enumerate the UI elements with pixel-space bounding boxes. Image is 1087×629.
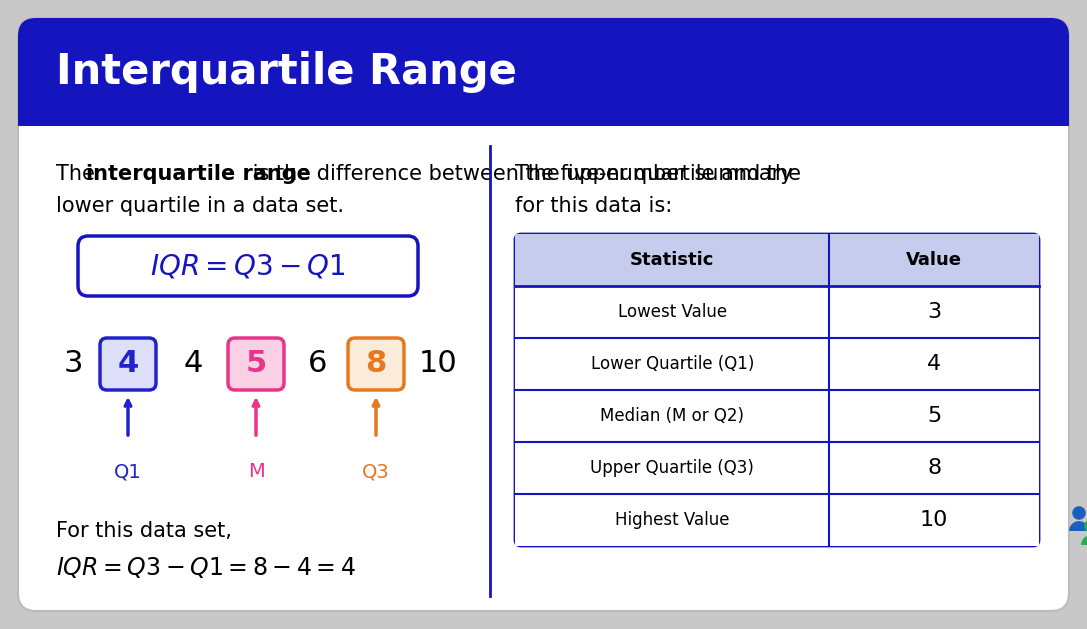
Bar <box>18 72 1069 126</box>
Text: lower quartile in a data set.: lower quartile in a data set. <box>57 196 343 216</box>
Text: for this data is:: for this data is: <box>515 196 672 216</box>
Bar <box>515 234 1039 286</box>
Text: interquartile range: interquartile range <box>86 164 311 184</box>
Text: Lower Quartile (Q1): Lower Quartile (Q1) <box>590 355 754 373</box>
Text: Lowest Value: Lowest Value <box>617 303 727 321</box>
Text: 5: 5 <box>927 406 941 426</box>
FancyBboxPatch shape <box>348 338 404 390</box>
Text: 10: 10 <box>920 510 948 530</box>
FancyBboxPatch shape <box>100 338 157 390</box>
Text: M: M <box>248 462 264 481</box>
Text: $\mathit{IQR} = \mathit{Q3} - \mathit{Q1}$: $\mathit{IQR} = \mathit{Q3} - \mathit{Q1… <box>150 252 346 280</box>
Text: Q3: Q3 <box>362 462 390 481</box>
Text: 10: 10 <box>418 350 458 379</box>
Bar <box>515 260 1039 286</box>
Text: 8: 8 <box>927 458 941 478</box>
Text: 3: 3 <box>63 350 83 379</box>
Text: Q1: Q1 <box>114 462 142 481</box>
Text: 4: 4 <box>184 350 202 379</box>
FancyBboxPatch shape <box>515 234 1039 546</box>
Wedge shape <box>1082 535 1087 545</box>
Text: 6: 6 <box>309 350 327 379</box>
Circle shape <box>1073 507 1085 519</box>
FancyBboxPatch shape <box>228 338 284 390</box>
Text: 3: 3 <box>927 302 941 322</box>
Bar <box>515 338 1039 390</box>
Text: Median (M or Q2): Median (M or Q2) <box>600 407 745 425</box>
Text: Interquartile Range: Interquartile Range <box>57 51 517 93</box>
Bar <box>515 494 1039 546</box>
Text: Value: Value <box>907 251 962 269</box>
Bar <box>515 442 1039 494</box>
Bar <box>515 390 1039 442</box>
FancyBboxPatch shape <box>78 236 418 296</box>
Text: Statistic: Statistic <box>630 251 714 269</box>
Text: 8: 8 <box>365 350 387 379</box>
Text: is the difference between the upper quartile and the: is the difference between the upper quar… <box>246 164 801 184</box>
Text: The five-number summary: The five-number summary <box>515 164 792 184</box>
FancyBboxPatch shape <box>18 18 1069 611</box>
Text: 5: 5 <box>246 350 266 379</box>
Wedge shape <box>1070 521 1087 531</box>
Circle shape <box>1085 520 1087 532</box>
Text: 4: 4 <box>927 354 941 374</box>
Text: Upper Quartile (Q3): Upper Quartile (Q3) <box>590 459 754 477</box>
Text: Highest Value: Highest Value <box>615 511 729 529</box>
Bar <box>515 286 1039 338</box>
Text: The: The <box>57 164 101 184</box>
FancyBboxPatch shape <box>515 234 1039 286</box>
Text: $\mathit{IQR} = \mathit{Q3} - \mathit{Q1} = 8 - 4 = 4$: $\mathit{IQR} = \mathit{Q3} - \mathit{Q1… <box>57 555 355 580</box>
Text: 4: 4 <box>117 350 139 379</box>
Text: For this data set,: For this data set, <box>57 521 232 541</box>
FancyBboxPatch shape <box>18 18 1069 126</box>
